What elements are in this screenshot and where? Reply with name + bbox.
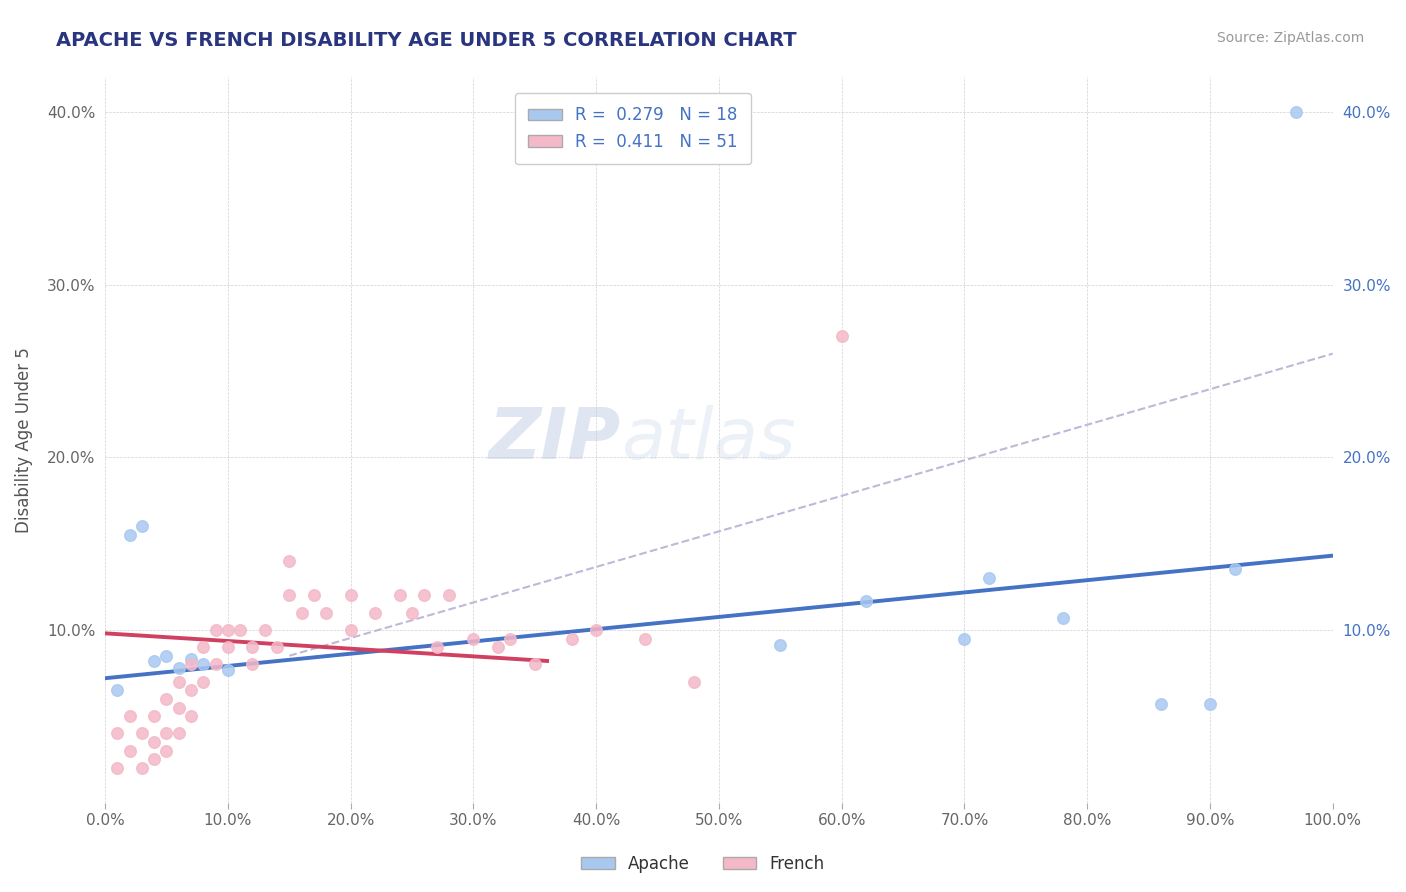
Point xyxy=(167,661,190,675)
Point xyxy=(1199,697,1222,711)
Point xyxy=(683,674,706,689)
Point xyxy=(977,571,1000,585)
Point xyxy=(242,640,264,655)
Point xyxy=(437,588,460,602)
Point xyxy=(217,640,239,655)
Point xyxy=(242,657,264,672)
Point xyxy=(143,709,166,723)
Point xyxy=(204,623,226,637)
Point xyxy=(1285,105,1308,120)
Point xyxy=(290,606,312,620)
Point xyxy=(523,657,546,672)
Point xyxy=(1052,611,1074,625)
Point xyxy=(193,657,215,672)
Point xyxy=(167,674,190,689)
Point xyxy=(339,623,361,637)
Point xyxy=(118,709,141,723)
Point xyxy=(180,657,202,672)
Point xyxy=(204,657,226,672)
Point xyxy=(413,588,436,602)
Point xyxy=(585,623,607,637)
Point xyxy=(953,632,976,646)
Point xyxy=(155,726,177,740)
Point xyxy=(193,674,215,689)
Point xyxy=(155,744,177,758)
Text: atlas: atlas xyxy=(620,406,796,475)
Point xyxy=(1223,562,1246,576)
Point xyxy=(401,606,423,620)
Point xyxy=(118,528,141,542)
Point xyxy=(315,606,337,620)
Point xyxy=(180,652,202,666)
Point xyxy=(499,632,522,646)
Point xyxy=(143,735,166,749)
Point xyxy=(486,640,509,655)
Point xyxy=(266,640,288,655)
Point xyxy=(561,632,583,646)
Point xyxy=(1150,697,1173,711)
Point xyxy=(253,623,276,637)
Point xyxy=(278,554,301,568)
Legend: R =  0.279   N = 18, R =  0.411   N = 51: R = 0.279 N = 18, R = 0.411 N = 51 xyxy=(515,93,751,164)
Point xyxy=(217,623,239,637)
Point xyxy=(118,744,141,758)
Point xyxy=(364,606,387,620)
Point xyxy=(180,709,202,723)
Point xyxy=(388,588,411,602)
Point xyxy=(339,588,361,602)
Point xyxy=(131,726,153,740)
Point xyxy=(143,654,166,668)
Point xyxy=(278,588,301,602)
Point xyxy=(855,593,877,607)
Point xyxy=(105,761,128,775)
Point xyxy=(167,726,190,740)
Point xyxy=(426,640,449,655)
Text: APACHE VS FRENCH DISABILITY AGE UNDER 5 CORRELATION CHART: APACHE VS FRENCH DISABILITY AGE UNDER 5 … xyxy=(56,31,797,50)
Point xyxy=(769,639,792,653)
Point xyxy=(105,726,128,740)
Point xyxy=(463,632,485,646)
Point xyxy=(831,329,853,343)
Point xyxy=(105,683,128,698)
Point xyxy=(634,632,657,646)
Point xyxy=(180,683,202,698)
Point xyxy=(193,640,215,655)
Text: Source: ZipAtlas.com: Source: ZipAtlas.com xyxy=(1216,31,1364,45)
Y-axis label: Disability Age Under 5: Disability Age Under 5 xyxy=(15,347,32,533)
Legend: Apache, French: Apache, French xyxy=(575,848,831,880)
Point xyxy=(217,663,239,677)
Point xyxy=(155,648,177,663)
Text: ZIP: ZIP xyxy=(488,406,620,475)
Point xyxy=(131,519,153,533)
Point xyxy=(167,700,190,714)
Point xyxy=(143,752,166,766)
Point xyxy=(229,623,252,637)
Point xyxy=(155,692,177,706)
Point xyxy=(131,761,153,775)
Point xyxy=(302,588,325,602)
